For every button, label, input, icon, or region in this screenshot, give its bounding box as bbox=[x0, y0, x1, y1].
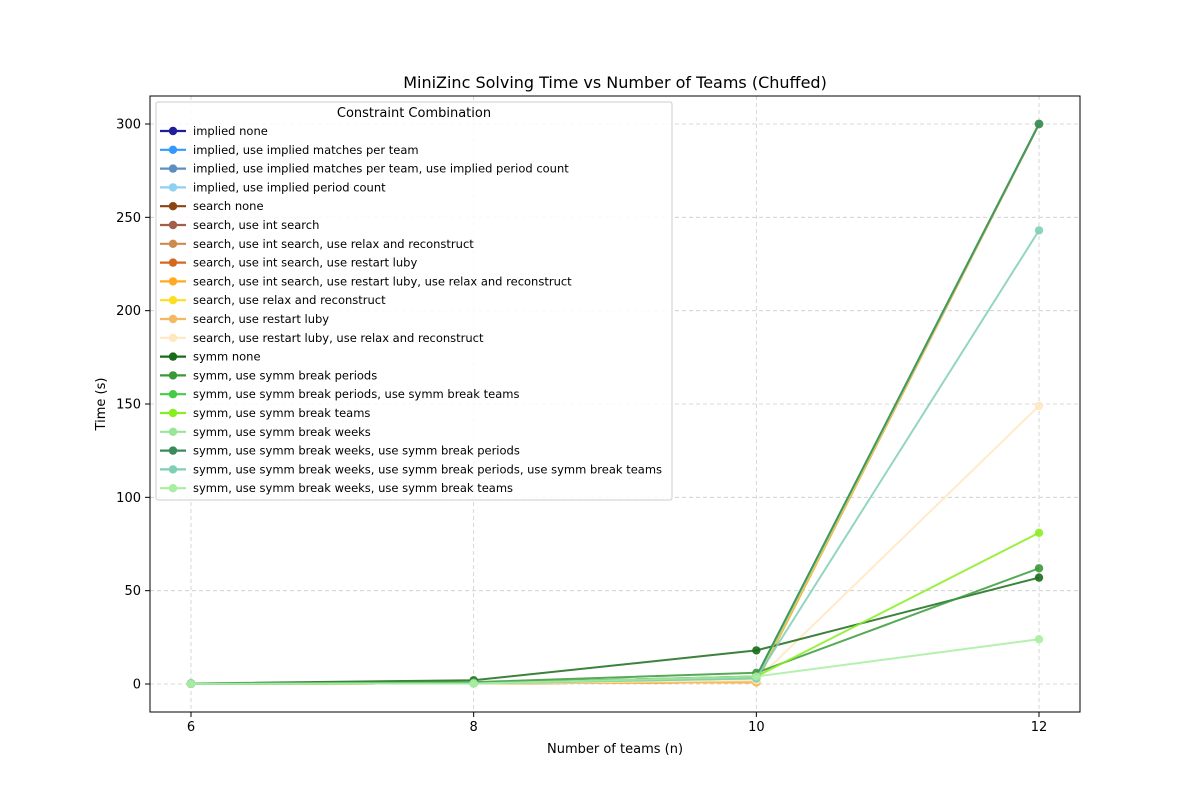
legend-label: symm none bbox=[193, 350, 261, 364]
chart-title: MiniZinc Solving Time vs Number of Teams… bbox=[403, 73, 827, 92]
legend-marker bbox=[168, 390, 178, 399]
legend-label: symm, use symm break weeks, use symm bre… bbox=[193, 481, 513, 495]
legend-entry: symm, use symm break teams bbox=[160, 406, 370, 420]
legend-entry: search, use int search bbox=[160, 218, 319, 232]
legend-entry: search none bbox=[160, 199, 264, 213]
legend-entry: symm, use symm break weeks bbox=[160, 425, 371, 439]
legend-entry: search, use int search, use restart luby bbox=[160, 256, 417, 270]
y-tick-label: 0 bbox=[133, 678, 141, 693]
data-point bbox=[1034, 564, 1044, 573]
legend-marker bbox=[168, 202, 178, 211]
legend-marker bbox=[168, 296, 178, 305]
legend-label: implied, use implied period count bbox=[193, 180, 386, 194]
legend-label: search, use restart luby, use relax and … bbox=[193, 331, 484, 345]
legend-marker bbox=[168, 145, 178, 154]
legend-marker bbox=[168, 126, 178, 136]
legend-marker bbox=[168, 427, 178, 436]
data-point bbox=[1034, 401, 1044, 411]
y-tick-label: 150 bbox=[116, 398, 141, 413]
legend-label: search, use int search bbox=[193, 218, 319, 232]
legend-label: search, use relax and reconstruct bbox=[193, 293, 386, 307]
data-point bbox=[752, 672, 761, 681]
legend-marker bbox=[168, 465, 178, 474]
y-tick-label: 200 bbox=[116, 304, 141, 319]
legend-label: symm, use symm break weeks, use symm bre… bbox=[193, 462, 662, 476]
legend-label: symm, use symm break periods bbox=[193, 368, 377, 382]
legend-entry: search, use int search, use restart luby… bbox=[160, 274, 572, 288]
x-tick-label: 8 bbox=[470, 720, 478, 735]
series-14 bbox=[186, 564, 1044, 688]
legend-entry: search, use restart luby, use relax and … bbox=[160, 331, 484, 345]
legend-entry: implied, use implied matches per team bbox=[160, 143, 419, 157]
legend-label: implied none bbox=[193, 124, 268, 138]
legend-entries: implied none implied, use implied matches… bbox=[160, 124, 662, 495]
legend-marker bbox=[168, 277, 178, 286]
data-point bbox=[1034, 528, 1044, 537]
y-tick-label: 100 bbox=[116, 491, 141, 506]
legend-label: symm, use symm break weeks bbox=[193, 425, 371, 439]
legend-marker bbox=[168, 484, 178, 493]
legend-label: symm, use symm break teams bbox=[193, 406, 370, 420]
data-point bbox=[469, 679, 478, 688]
legend-marker bbox=[168, 314, 178, 324]
legend-label: search, use int search, use restart luby… bbox=[193, 274, 572, 288]
legend-marker bbox=[168, 258, 178, 267]
legend-box bbox=[155, 101, 673, 501]
x-tick-label: 10 bbox=[748, 720, 765, 735]
legend-label: implied, use implied matches per team, u… bbox=[193, 162, 569, 176]
legend-marker bbox=[168, 183, 178, 192]
data-point bbox=[752, 646, 761, 655]
legend-entry: symm none bbox=[160, 350, 261, 364]
y-tick-label: 250 bbox=[116, 211, 141, 226]
legend-title: Constraint Combination bbox=[337, 106, 491, 121]
series-lines bbox=[186, 119, 1044, 689]
legend-label: search, use int search, use relax and re… bbox=[193, 237, 474, 251]
series-line bbox=[190, 531, 1040, 685]
legend-entry: implied, use implied matches per team, u… bbox=[160, 162, 569, 176]
legend-entry: implied none bbox=[160, 124, 268, 138]
legend-label: symm, use symm break periods, use symm b… bbox=[193, 387, 519, 401]
legend-entry: symm, use symm break weeks, use symm bre… bbox=[160, 481, 513, 495]
legend-marker bbox=[168, 239, 178, 248]
data-point bbox=[1034, 573, 1044, 582]
legend-entry: implied, use implied period count bbox=[160, 180, 386, 194]
data-point bbox=[1034, 635, 1044, 644]
legend-marker bbox=[168, 408, 178, 418]
x-axis-label: Number of teams (n) bbox=[547, 742, 683, 757]
legend-label: symm, use symm break weeks, use symm bre… bbox=[193, 444, 520, 458]
data-point bbox=[1034, 119, 1044, 129]
legend-entry: symm, use symm break periods, use symm b… bbox=[160, 387, 519, 401]
legend-label: search none bbox=[193, 199, 264, 213]
x-tick-label: 12 bbox=[1031, 720, 1048, 735]
data-point bbox=[186, 679, 196, 689]
data-point bbox=[1034, 226, 1044, 235]
y-axis-label: Time (s) bbox=[94, 378, 109, 432]
legend-label: implied, use implied matches per team bbox=[193, 143, 419, 157]
series-16 bbox=[186, 528, 1044, 689]
axis-ticks: 6 8 10 12 0 50 100 150 200 250 300 bbox=[116, 118, 1047, 736]
legend-marker bbox=[168, 371, 178, 380]
legend-entry: symm, use symm break weeks, use symm bre… bbox=[160, 462, 662, 476]
legend-label: search, use restart luby bbox=[193, 312, 329, 326]
series-20 bbox=[186, 635, 1044, 689]
legend-entry: search, use relax and reconstruct bbox=[160, 293, 386, 307]
legend: Constraint Combination implied noneimpli… bbox=[155, 101, 673, 501]
legend-entry: search, use int search, use relax and re… bbox=[160, 237, 474, 251]
legend-marker bbox=[168, 446, 178, 455]
legend-marker bbox=[168, 352, 178, 361]
y-tick-label: 300 bbox=[116, 118, 141, 133]
legend-marker bbox=[168, 220, 178, 230]
legend-marker bbox=[168, 164, 178, 173]
series-line bbox=[190, 638, 1040, 685]
legend-label: search, use int search, use restart luby bbox=[193, 256, 417, 270]
legend-entry: symm, use symm break weeks, use symm bre… bbox=[160, 444, 520, 458]
legend-entry: search, use restart luby bbox=[160, 312, 329, 326]
series-line bbox=[190, 576, 1040, 685]
legend-marker bbox=[168, 333, 178, 342]
x-tick-label: 6 bbox=[187, 720, 195, 735]
legend-entry: symm, use symm break periods bbox=[160, 368, 377, 382]
y-tick-label: 50 bbox=[124, 584, 141, 599]
